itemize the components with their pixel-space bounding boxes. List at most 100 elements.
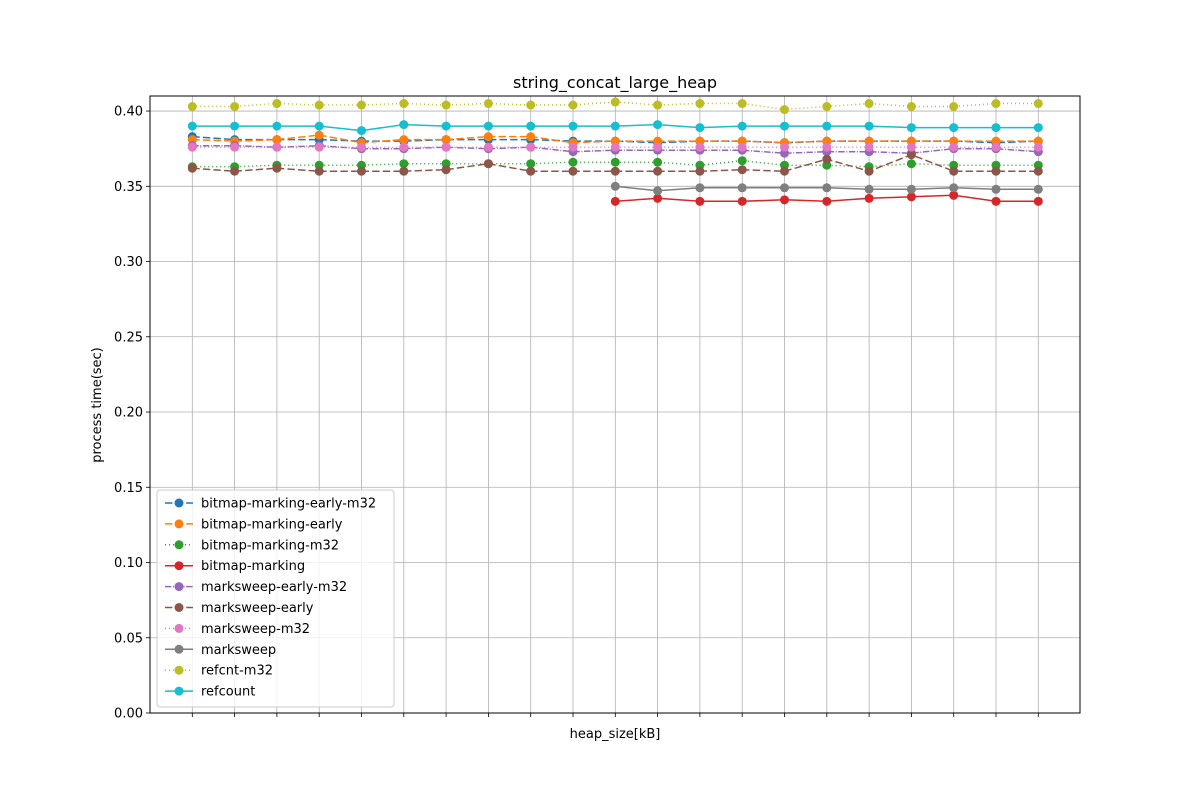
legend-label: bitmap-marking-early: [201, 517, 343, 532]
data-point: [399, 142, 409, 152]
y-tick-label: 0.00: [114, 707, 143, 722]
data-point: [568, 157, 578, 167]
legend-marker: [174, 561, 184, 571]
x-axis-label: heap_size[kB]: [570, 727, 661, 742]
data-point: [483, 121, 493, 131]
series-layer: [187, 97, 1043, 206]
legend-label: bitmap-marking-m32: [201, 538, 339, 553]
data-point: [526, 132, 536, 142]
y-tick-label: 0.05: [114, 631, 143, 646]
chart-title: string_concat_large_heap: [513, 73, 717, 93]
data-point: [1033, 166, 1043, 176]
legend-label: marksweep-m32: [201, 622, 310, 637]
data-point: [822, 154, 832, 164]
data-point: [737, 121, 747, 131]
data-point: [441, 100, 451, 110]
data-point: [991, 123, 1001, 133]
data-point: [864, 193, 874, 203]
data-point: [864, 166, 874, 176]
data-point: [949, 166, 959, 176]
data-point: [1033, 184, 1043, 194]
series-bitmap-marking: [610, 190, 1043, 206]
data-point: [991, 166, 1001, 176]
data-point: [357, 126, 366, 136]
data-point: [737, 183, 747, 193]
data-point: [272, 142, 282, 152]
data-point: [864, 99, 874, 109]
data-point: [822, 196, 832, 206]
data-point: [906, 142, 916, 152]
data-point: [906, 184, 916, 194]
data-point: [314, 130, 324, 140]
data-point: [399, 159, 409, 169]
data-point: [526, 166, 536, 176]
data-point: [399, 99, 409, 109]
data-point: [906, 123, 916, 133]
data-point: [1033, 123, 1043, 133]
legend-label: marksweep: [201, 643, 276, 658]
data-point: [780, 183, 789, 193]
data-point: [695, 99, 705, 109]
data-point: [357, 100, 366, 110]
data-point: [526, 142, 536, 152]
data-point: [695, 183, 705, 193]
data-point: [314, 121, 324, 131]
data-point: [568, 166, 578, 176]
data-point: [610, 142, 620, 152]
series-marksweep: [610, 181, 1043, 196]
data-point: [737, 156, 747, 166]
data-point: [441, 135, 451, 145]
data-point: [906, 192, 916, 202]
y-tick-label: 0.10: [114, 556, 143, 571]
data-point: [526, 159, 536, 169]
data-point: [653, 166, 663, 176]
data-point: [483, 159, 493, 169]
legend-marker: [174, 603, 184, 612]
data-point: [399, 166, 409, 176]
legend-label: marksweep-early: [201, 601, 314, 616]
data-point: [695, 166, 705, 176]
data-point: [780, 121, 789, 131]
legend-marker: [174, 686, 184, 696]
data-point: [695, 196, 705, 206]
data-point: [357, 142, 366, 152]
legend-marker: [174, 623, 184, 633]
y-tick-label: 0.15: [114, 481, 143, 496]
data-point: [991, 196, 1001, 206]
series-marksweep-m32: [187, 142, 1043, 152]
data-point: [230, 166, 240, 176]
data-point: [568, 100, 578, 110]
data-point: [357, 166, 366, 176]
data-point: [949, 142, 959, 152]
legend-label: bitmap-marking: [201, 559, 305, 574]
legend-marker: [174, 498, 184, 508]
data-point: [230, 142, 240, 152]
data-point: [653, 100, 663, 110]
legend-marker: [174, 582, 184, 592]
data-point: [187, 163, 197, 173]
legend-label: bitmap-marking-early-m32: [201, 497, 376, 512]
data-point: [1033, 99, 1043, 109]
data-point: [610, 196, 620, 206]
legend-label: refcnt-m32: [201, 664, 273, 679]
data-point: [610, 157, 620, 167]
data-point: [272, 135, 282, 145]
ticks-layer: 0.00 0.05 0.10 0.15 0.20 0.25 0.30 0.35 0.40: [114, 105, 1039, 722]
data-point: [991, 99, 1001, 109]
data-point: [949, 183, 959, 193]
data-point: [441, 121, 451, 131]
data-point: [780, 105, 789, 115]
data-point: [737, 142, 747, 152]
y-tick-label: 0.35: [114, 180, 143, 195]
legend-label: refcount: [201, 685, 255, 700]
data-point: [1033, 142, 1043, 152]
data-point: [314, 100, 324, 110]
data-point: [864, 121, 874, 131]
data-point: [653, 142, 663, 152]
data-point: [526, 121, 536, 131]
data-point: [906, 159, 916, 169]
data-point: [399, 135, 409, 145]
series-refcount: [187, 120, 1043, 136]
